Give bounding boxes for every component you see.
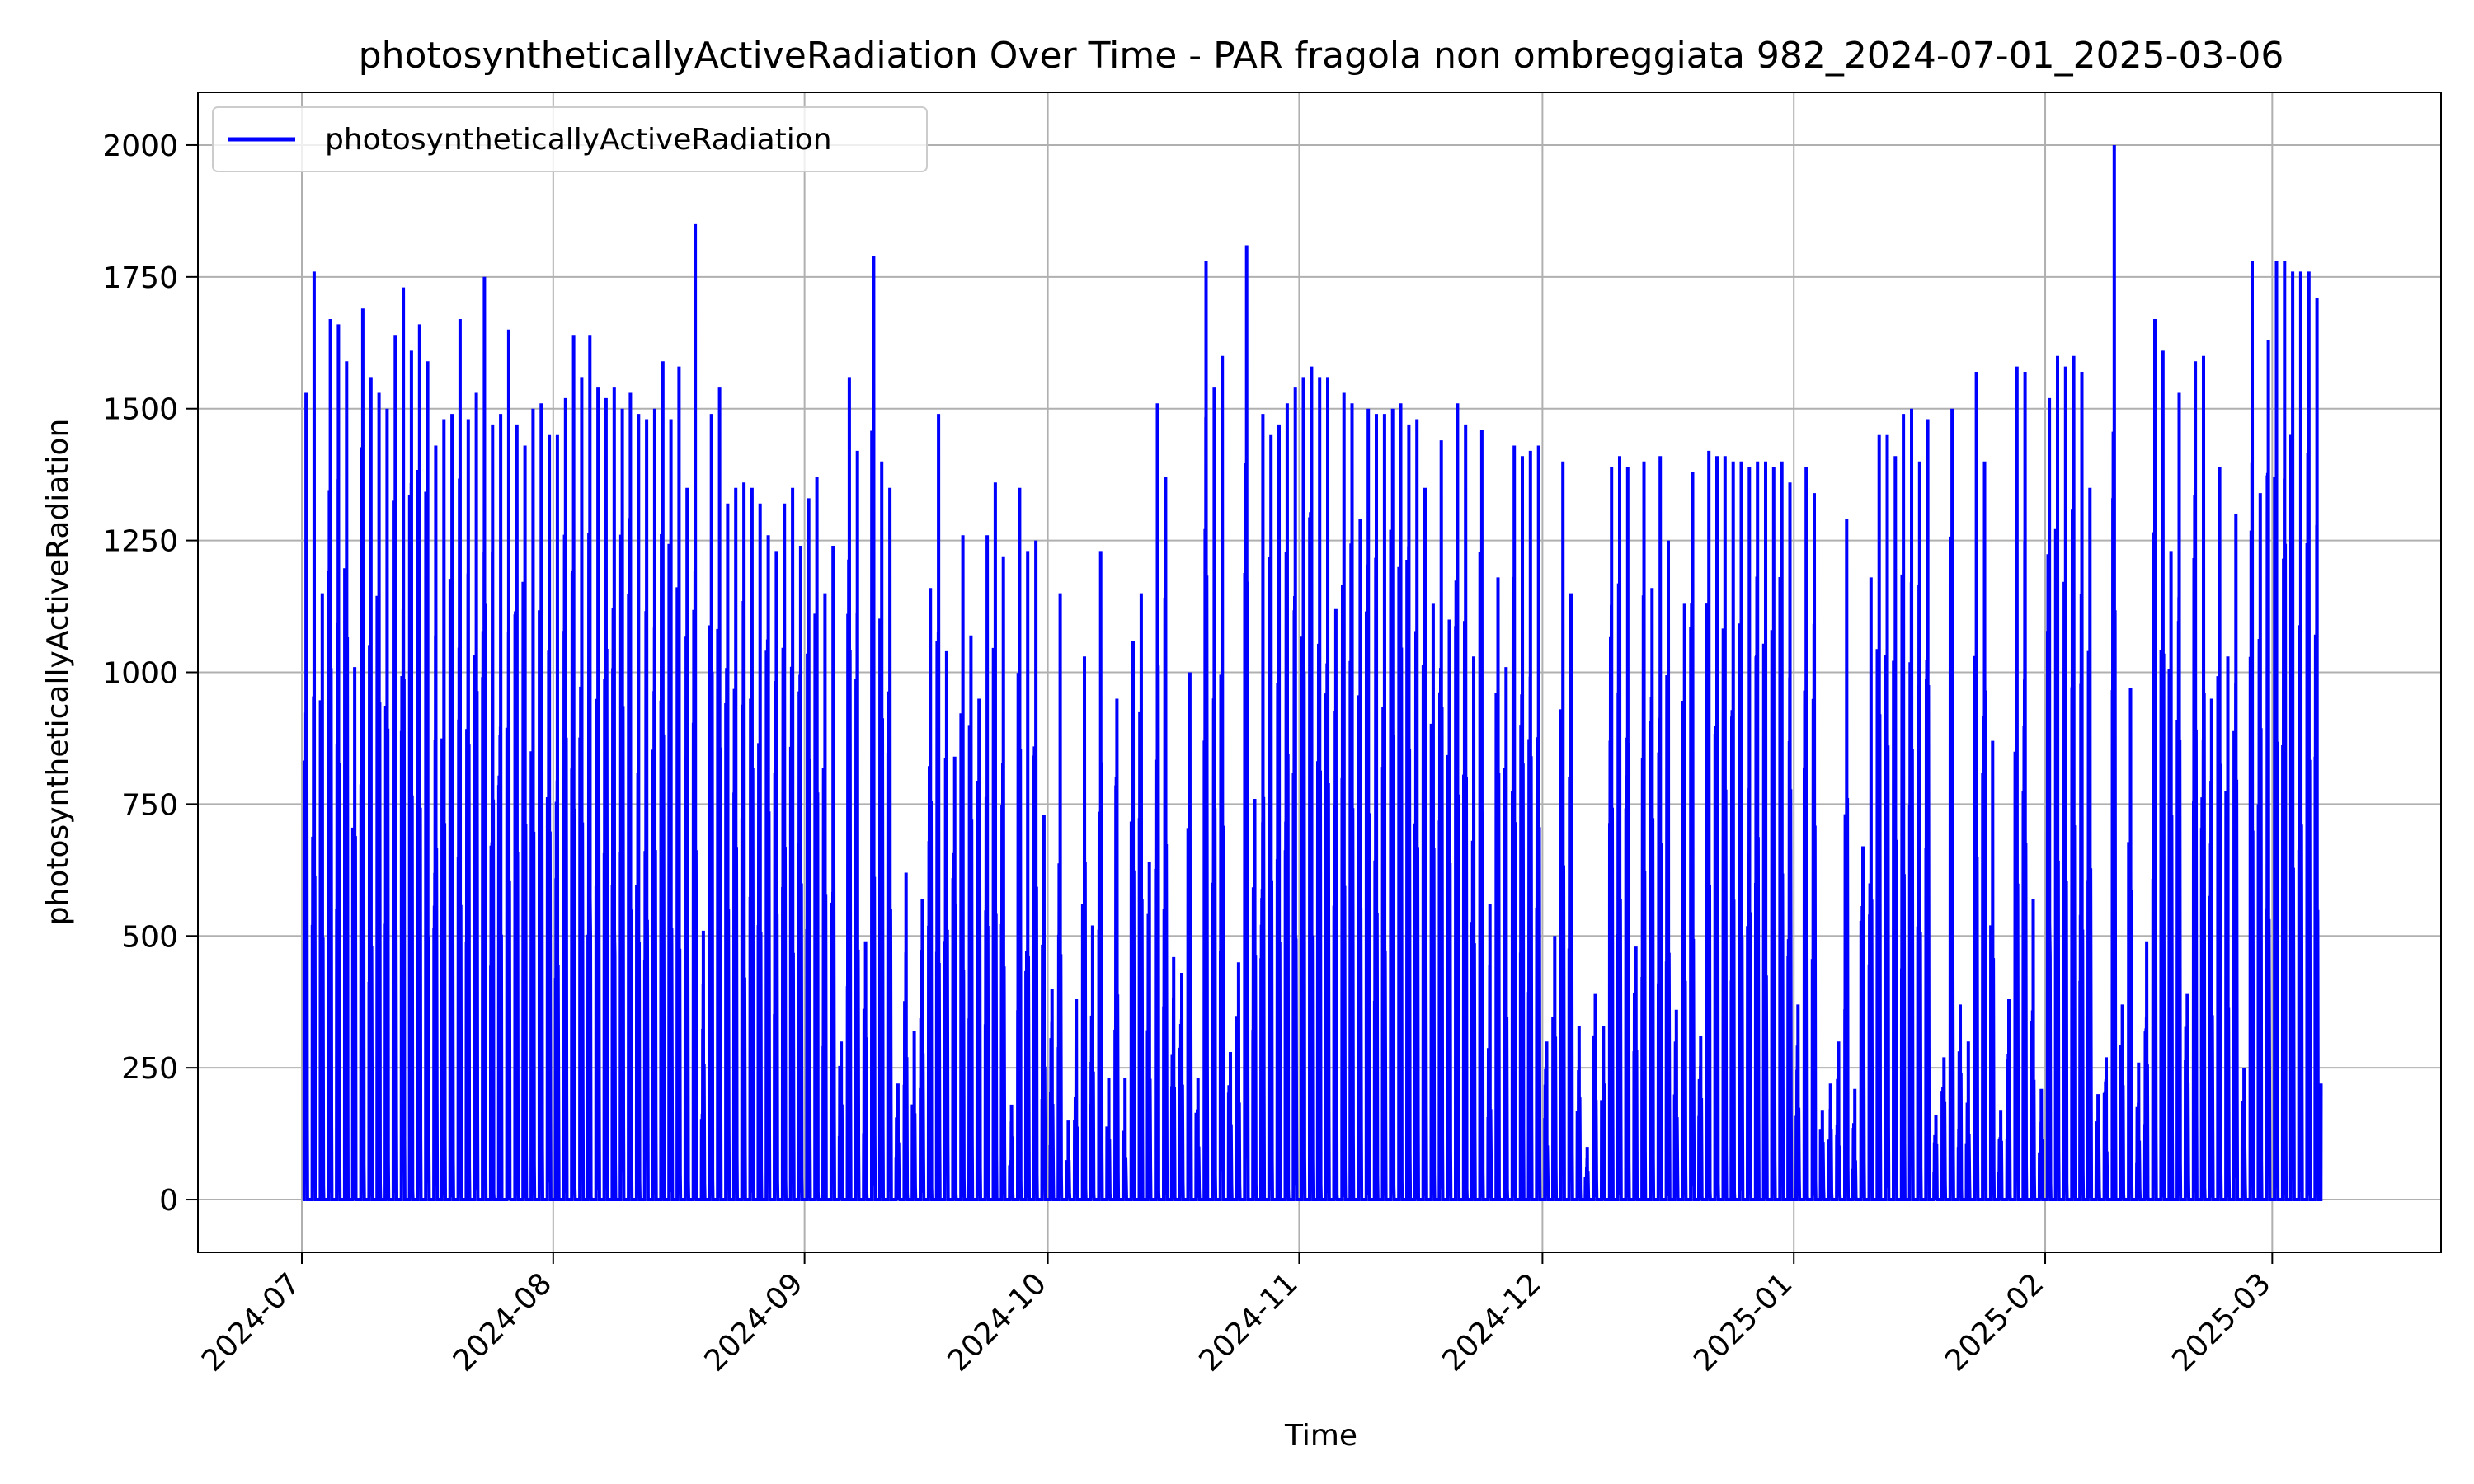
legend-frame xyxy=(212,106,928,172)
y-axis-label: photosyntheticallyActiveRadiation xyxy=(41,419,75,926)
legend: photosyntheticallyActiveRadiation xyxy=(212,106,928,172)
legend-label: photosyntheticallyActiveRadiation xyxy=(325,123,832,157)
y-tick-label: 2000 xyxy=(102,129,178,163)
y-tick-label: 1250 xyxy=(102,525,178,559)
series-line xyxy=(302,144,2323,1201)
y-tick-label: 0 xyxy=(159,1184,178,1218)
y-axis: 0 250 500 750 1000 1250 1500 1750 2000 xyxy=(102,129,198,1218)
y-tick-label: 750 xyxy=(121,788,178,822)
y-tick-label: 1000 xyxy=(102,657,178,691)
chart-title: photosyntheticallyActiveRadiation Over T… xyxy=(359,35,2284,77)
y-tick-label: 250 xyxy=(121,1052,178,1086)
plot-clip xyxy=(302,144,2323,1201)
x-axis-label: Time xyxy=(1284,1419,1357,1453)
y-tick-label: 500 xyxy=(121,920,178,954)
y-tick-label: 1750 xyxy=(102,261,178,295)
y-tick-label: 1500 xyxy=(102,393,178,427)
